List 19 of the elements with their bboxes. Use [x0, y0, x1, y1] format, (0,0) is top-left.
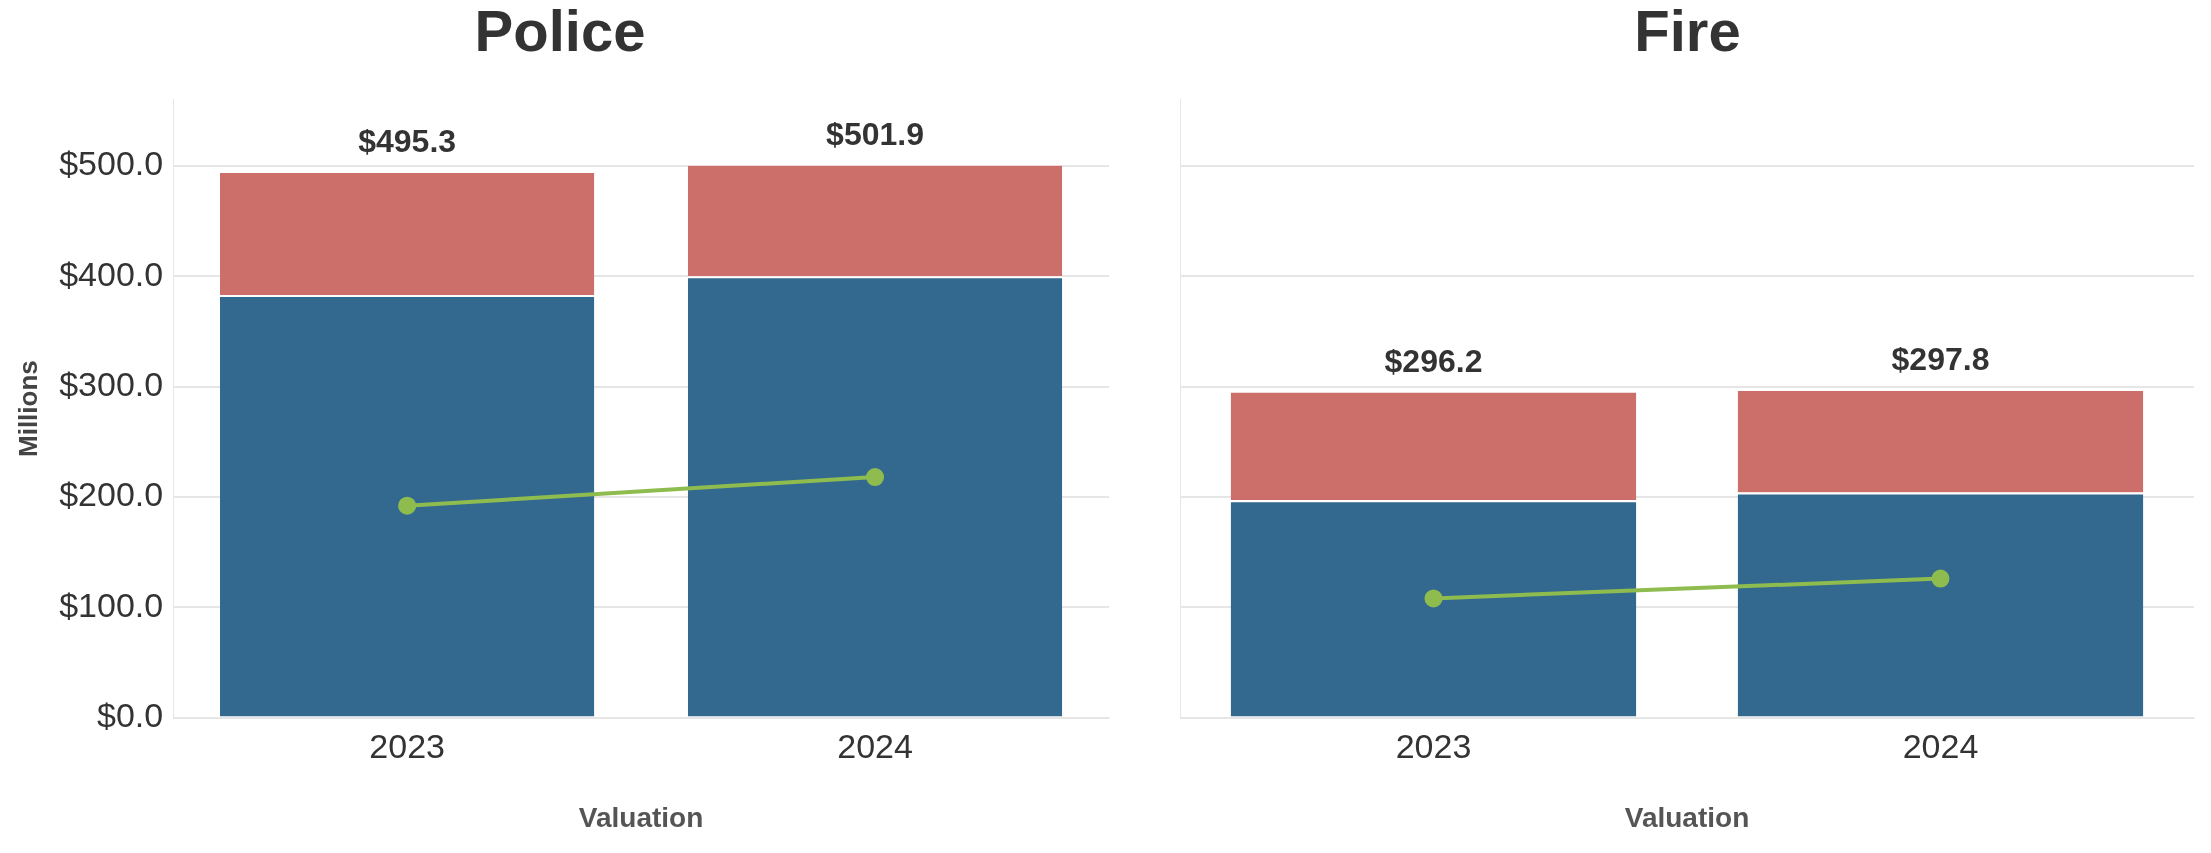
x-tick-label: 2023 [369, 727, 445, 766]
y-tick-label: $400.0 [59, 254, 164, 293]
chart-title: Police [474, 0, 646, 63]
x-axis-title: Valuation [1624, 801, 1750, 833]
y-tick-label: $200.0 [59, 475, 164, 514]
y-tick-label: $500.0 [59, 144, 164, 183]
x-tick-label: 2024 [1902, 727, 1979, 766]
total-label: $296.2 [1384, 342, 1483, 379]
total-label: $495.3 [358, 122, 457, 159]
chart-title: Fire [1634, 0, 1741, 63]
y-tick-label: $300.0 [59, 364, 164, 403]
x-tick-label: 2023 [1395, 727, 1472, 766]
x-axis-title: Valuation [578, 801, 704, 833]
y-axis-title: Millions [12, 360, 43, 457]
total-label: $501.9 [826, 115, 924, 152]
y-tick-label: $100.0 [59, 585, 164, 624]
total-label: $297.8 [1891, 340, 1990, 377]
y-tick-label: $0.0 [97, 695, 164, 734]
x-tick-label: 2024 [837, 727, 913, 766]
